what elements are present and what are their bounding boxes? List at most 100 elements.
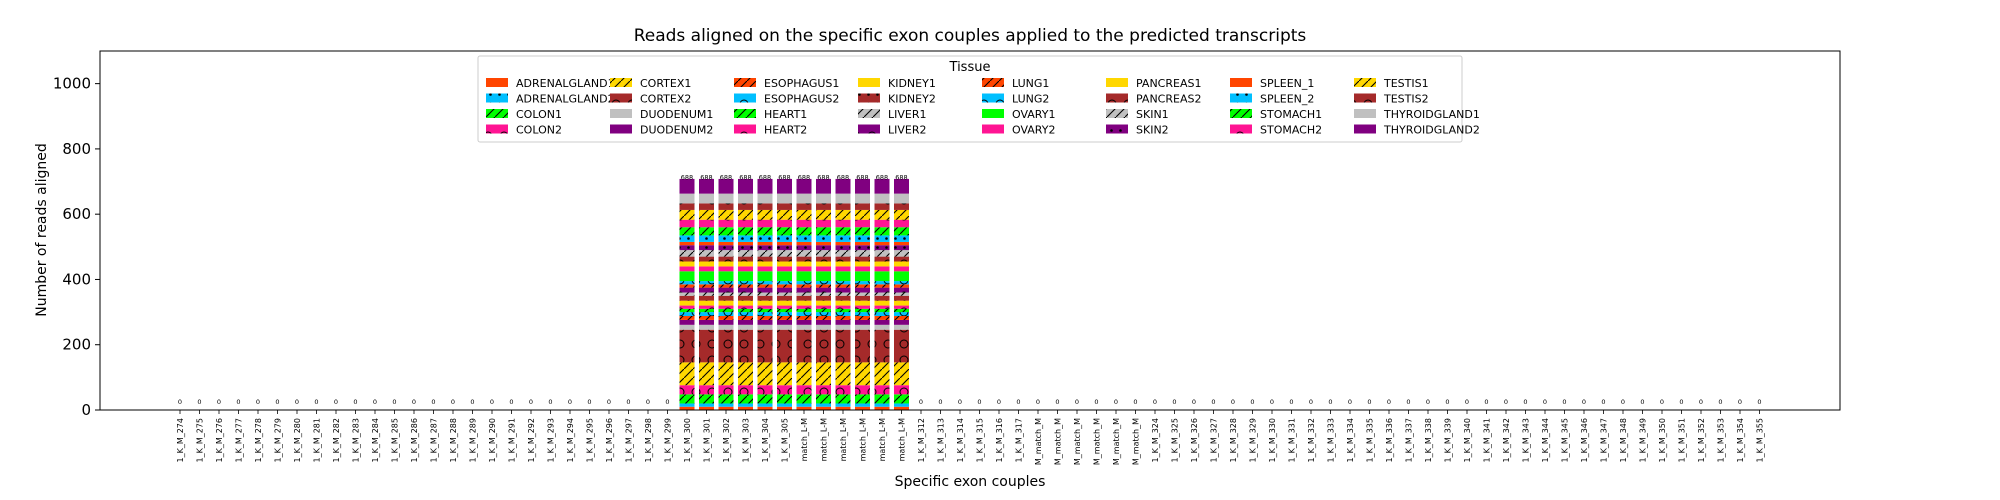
bar-total-label: 0 bbox=[1757, 398, 1761, 406]
bar-segment-hatch bbox=[738, 227, 753, 236]
x-tick-label: M_match_M bbox=[1073, 418, 1082, 465]
bar-segment-pancreas1 bbox=[757, 261, 773, 267]
bar-segment-thyroidgland1 bbox=[874, 193, 890, 204]
bar-total-label: 0 bbox=[1348, 398, 1352, 406]
bar-segment-thyroidgland1 bbox=[699, 193, 714, 204]
bar-segment-kidney1 bbox=[894, 300, 909, 306]
legend-swatch-hatch bbox=[734, 78, 756, 87]
bar-segment-pancreas1 bbox=[894, 261, 909, 267]
x-tick-label: 1_K_M_294 bbox=[566, 418, 575, 463]
bar-segment-hatch bbox=[835, 235, 851, 242]
x-tick-label: 1_K_M_324 bbox=[1151, 418, 1160, 463]
bar-segment-ovary2 bbox=[835, 266, 851, 272]
legend-label: CORTEX2 bbox=[640, 93, 691, 106]
x-tick-label: 1_K_M_288 bbox=[449, 418, 458, 463]
bar-total-label: 0 bbox=[587, 398, 591, 406]
bar-segment-thyroidgland2 bbox=[738, 178, 753, 194]
legend-swatch-hatch bbox=[858, 109, 880, 118]
legend-label: SKIN1 bbox=[1136, 108, 1169, 121]
bar-segment-thyroidgland2 bbox=[835, 178, 851, 194]
bar-segment-hatch bbox=[816, 256, 831, 262]
bar-segment-hatch bbox=[796, 312, 812, 317]
bar-segment-hatch bbox=[738, 284, 753, 288]
bar-segment-ovary1 bbox=[679, 271, 695, 282]
bar-segment-hatch bbox=[816, 308, 831, 313]
x-tick-label: M_match_M bbox=[1093, 418, 1102, 465]
bar-total-label: 0 bbox=[1192, 398, 1196, 406]
bar-segment-hatch bbox=[738, 235, 753, 242]
y-axis: 0 200 400 600 800 1000 bbox=[53, 75, 100, 419]
bar-segment-hatch bbox=[699, 362, 714, 386]
bar-total-label: 0 bbox=[1484, 398, 1488, 406]
bar-segment-hatch bbox=[699, 385, 714, 395]
bar-segment-ovary2 bbox=[718, 266, 734, 272]
bar-segment-adrenalgland1 bbox=[777, 406, 792, 410]
legend-swatch-hatch bbox=[1106, 109, 1128, 118]
bar-segment-hatch bbox=[855, 287, 870, 293]
bar-total-label: 0 bbox=[1738, 398, 1742, 406]
bar-total-label: 0 bbox=[509, 398, 513, 406]
bar-segment-spleen-1 bbox=[855, 241, 870, 246]
bar-segment-hatch bbox=[777, 235, 792, 242]
bar-segment-hatch bbox=[874, 250, 890, 257]
y-tick-label: 800 bbox=[62, 140, 91, 158]
bar-segment-hatch bbox=[679, 316, 695, 320]
bar-segment-spleen-1 bbox=[835, 241, 851, 246]
x-tick-label: 1_K_M_305 bbox=[781, 418, 790, 463]
x-tick-label: 1_K_M_326 bbox=[1190, 418, 1199, 463]
bar-segment-hatch bbox=[679, 295, 695, 301]
x-tick-label: 1_K_M_289 bbox=[469, 418, 478, 463]
x-tick-label: 1_K_M_345 bbox=[1561, 418, 1570, 463]
bar-segment-duodenum1 bbox=[718, 324, 734, 330]
bar-segment-hatch bbox=[835, 403, 851, 407]
x-tick-label: 1_K_M_275 bbox=[196, 418, 205, 463]
bar-segment-hatch bbox=[699, 287, 714, 293]
legend-swatch bbox=[1354, 109, 1376, 118]
bar-total-label: 0 bbox=[1465, 398, 1469, 406]
bar-segment-thyroidgland2 bbox=[699, 178, 714, 194]
bar-segment-hatch bbox=[855, 209, 870, 220]
bar-segment-ovary2 bbox=[699, 266, 714, 272]
bar-segment-thyroidgland1 bbox=[796, 193, 812, 204]
bar-total-label: 0 bbox=[1699, 398, 1703, 406]
x-tick-label: 1_K_M_293 bbox=[547, 418, 556, 463]
bar-segment-hatch bbox=[855, 227, 870, 236]
bar-segment-thyroidgland2 bbox=[757, 178, 773, 194]
bar-segment-thyroidgland1 bbox=[757, 193, 773, 204]
bar-segment-hatch bbox=[894, 295, 909, 301]
bar-segment-duodenum2 bbox=[777, 319, 792, 325]
bar-total-label: 0 bbox=[1523, 398, 1527, 406]
bar-segment-spleen-1 bbox=[816, 241, 831, 246]
x-tick-label: 1_K_M_299 bbox=[664, 418, 673, 463]
legend-swatch-hatch bbox=[982, 78, 1004, 87]
bar-segment-ovary1 bbox=[738, 271, 753, 282]
bar-segment-hatch bbox=[738, 256, 753, 262]
bar-total-label: 688 bbox=[817, 173, 829, 181]
bar-segment-ovary2 bbox=[816, 266, 831, 272]
bar-segment-thyroidgland2 bbox=[679, 178, 695, 194]
bar-segment-hatch bbox=[855, 403, 870, 407]
bar-total-label: 0 bbox=[470, 398, 474, 406]
bar-segment-hatch bbox=[718, 295, 734, 301]
bar-segment-hatch bbox=[874, 403, 890, 407]
bar-segment-hatch bbox=[874, 308, 890, 313]
bar-segment-hatch bbox=[894, 316, 909, 320]
x-tick-label: 1_K_M_325 bbox=[1171, 418, 1180, 463]
bar-segment-hatch bbox=[874, 219, 890, 228]
bar-segment-hatch bbox=[855, 295, 870, 301]
legend-swatch-hatch bbox=[486, 109, 508, 118]
bar-segment-hatch bbox=[855, 362, 870, 386]
bar-segment-duodenum2 bbox=[874, 319, 890, 325]
bar-segment-hatch bbox=[835, 256, 851, 262]
bar-segment-hatch bbox=[855, 312, 870, 317]
x-tick-label: 1_K_M_343 bbox=[1522, 418, 1531, 463]
bar-segment-hatch bbox=[738, 385, 753, 395]
legend-swatch-hatch bbox=[1230, 109, 1252, 118]
bar-segment-hatch bbox=[816, 281, 831, 285]
legend-label: PANCREAS2 bbox=[1136, 93, 1201, 106]
bar-segment-hatch bbox=[718, 305, 734, 309]
bar-segment-hatch bbox=[679, 245, 695, 251]
x-tick-label: 1_K_M_342 bbox=[1502, 418, 1511, 463]
bar-segment-hatch bbox=[699, 209, 714, 220]
bar-segment-adrenalgland1 bbox=[699, 406, 714, 410]
